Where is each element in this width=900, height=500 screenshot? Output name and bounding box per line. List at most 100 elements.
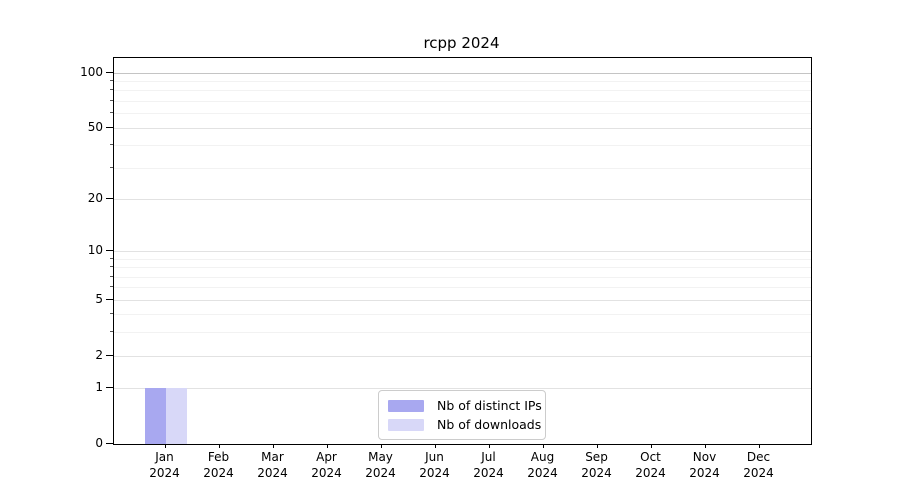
y-tick-label: 2 <box>95 347 103 362</box>
x-tick-year: 2024 <box>581 466 612 480</box>
x-tick-label: Aug 2024 <box>516 449 570 481</box>
y-tick-label: 100 <box>80 64 103 79</box>
plot-area <box>113 57 812 445</box>
x-tick-month: Sep <box>585 450 608 464</box>
x-tick-month: Jan <box>155 450 174 464</box>
y-gridline-minor <box>114 90 811 92</box>
y-gridline-minor <box>114 80 811 82</box>
y-tick-minor <box>110 79 113 81</box>
x-tick-label: Dec 2024 <box>732 449 786 481</box>
y-gridline-minor <box>114 276 811 278</box>
y-tick-label: 50 <box>87 119 103 134</box>
x-tick-year: 2024 <box>257 466 288 480</box>
y-gridline-minor <box>114 167 811 169</box>
x-tick-year: 2024 <box>365 466 396 480</box>
legend-swatch-distinct-ips <box>388 399 424 412</box>
x-tick <box>326 444 328 448</box>
x-tick-label: Jul 2024 <box>462 449 516 481</box>
y-gridline-minor <box>114 145 811 147</box>
y-gridline-major <box>114 198 811 200</box>
bar-nb-of-downloads-jan <box>165 388 187 444</box>
x-tick <box>218 444 220 448</box>
x-tick-year: 2024 <box>527 466 558 480</box>
x-tick <box>164 444 166 448</box>
x-tick-month: Dec <box>746 450 771 464</box>
x-tick-year: 2024 <box>149 466 180 480</box>
x-tick-month: Feb <box>207 450 230 464</box>
x-tick-year: 2024 <box>419 466 450 480</box>
y-gridline-minor <box>114 258 811 260</box>
x-tick-year: 2024 <box>743 466 774 480</box>
y-gridline-minor <box>114 113 811 115</box>
y-gridline-minor <box>114 287 811 289</box>
y-tick-label: 20 <box>87 190 103 205</box>
x-tick-year: 2024 <box>473 466 504 480</box>
y-gridline-major <box>114 72 811 74</box>
y-tick-minor <box>110 166 113 168</box>
x-tick-label: Feb 2024 <box>192 449 246 481</box>
x-tick-label: Mar 2024 <box>246 449 300 481</box>
y-tick-minor <box>110 313 113 315</box>
legend-item-distinct-ips: Nb of distinct IPs <box>379 396 545 415</box>
x-tick-month: Jul <box>481 450 496 464</box>
y-tick <box>106 443 113 444</box>
x-tick-month: Oct <box>640 450 661 464</box>
x-tick-year: 2024 <box>635 466 666 480</box>
legend-label-distinct-ips: Nb of distinct IPs <box>437 398 542 413</box>
y-gridline-minor <box>114 314 811 316</box>
y-gridline-major <box>114 355 811 357</box>
x-tick <box>542 444 544 448</box>
y-gridline-major <box>114 127 811 129</box>
y-tick <box>106 197 113 199</box>
x-tick-month: Nov <box>692 450 717 464</box>
y-tick <box>106 71 113 73</box>
y-gridline-major <box>114 251 811 252</box>
y-tick <box>106 250 113 251</box>
y-tick-minor <box>110 286 113 288</box>
y-gridline-major <box>114 299 811 301</box>
x-tick-year: 2024 <box>311 466 342 480</box>
y-tick-minor <box>110 89 113 91</box>
x-tick <box>380 444 382 448</box>
x-tick <box>596 444 598 448</box>
x-tick-label: May 2024 <box>354 449 408 481</box>
y-tick-minor <box>110 144 113 146</box>
y-tick <box>106 387 113 389</box>
x-tick-month: Aug <box>530 450 555 464</box>
x-tick-year: 2024 <box>203 466 234 480</box>
y-tick-label: 5 <box>95 291 103 306</box>
y-gridline-minor <box>114 100 811 102</box>
x-tick <box>758 444 760 448</box>
y-gridline-minor <box>114 332 811 334</box>
y-gridline-major <box>114 388 811 390</box>
x-tick <box>434 444 436 448</box>
y-tick-minor <box>110 112 113 114</box>
x-tick <box>650 444 652 448</box>
x-tick-month: May <box>368 450 393 464</box>
x-tick <box>272 444 274 448</box>
y-tick-label: 0 <box>95 436 103 450</box>
legend-swatch-downloads <box>388 418 424 431</box>
y-tick-minor <box>110 275 113 277</box>
y-tick-label: 1 <box>95 380 103 395</box>
x-tick-label: Apr 2024 <box>300 449 354 481</box>
y-tick-label: 10 <box>87 243 103 257</box>
x-tick-label: Sep 2024 <box>570 449 624 481</box>
legend: Nb of distinct IPs Nb of downloads <box>378 390 546 440</box>
x-tick-label: Nov 2024 <box>678 449 732 481</box>
y-tick-minor <box>110 331 113 333</box>
y-tick <box>106 126 113 128</box>
chart-title: rcpp 2024 <box>423 34 500 52</box>
legend-label-downloads: Nb of downloads <box>437 417 542 432</box>
x-tick-label: Jun 2024 <box>408 449 462 481</box>
x-tick-label: Jan 2024 <box>138 449 192 481</box>
y-tick-minor <box>110 266 113 268</box>
y-tick <box>106 354 113 356</box>
x-tick <box>488 444 490 448</box>
y-tick <box>106 298 113 300</box>
y-tick-minor <box>110 257 113 259</box>
bar-nb-of-distinct-ips-jan <box>144 388 166 444</box>
y-gridline-minor <box>114 267 811 269</box>
x-tick-label: Oct 2024 <box>624 449 678 481</box>
